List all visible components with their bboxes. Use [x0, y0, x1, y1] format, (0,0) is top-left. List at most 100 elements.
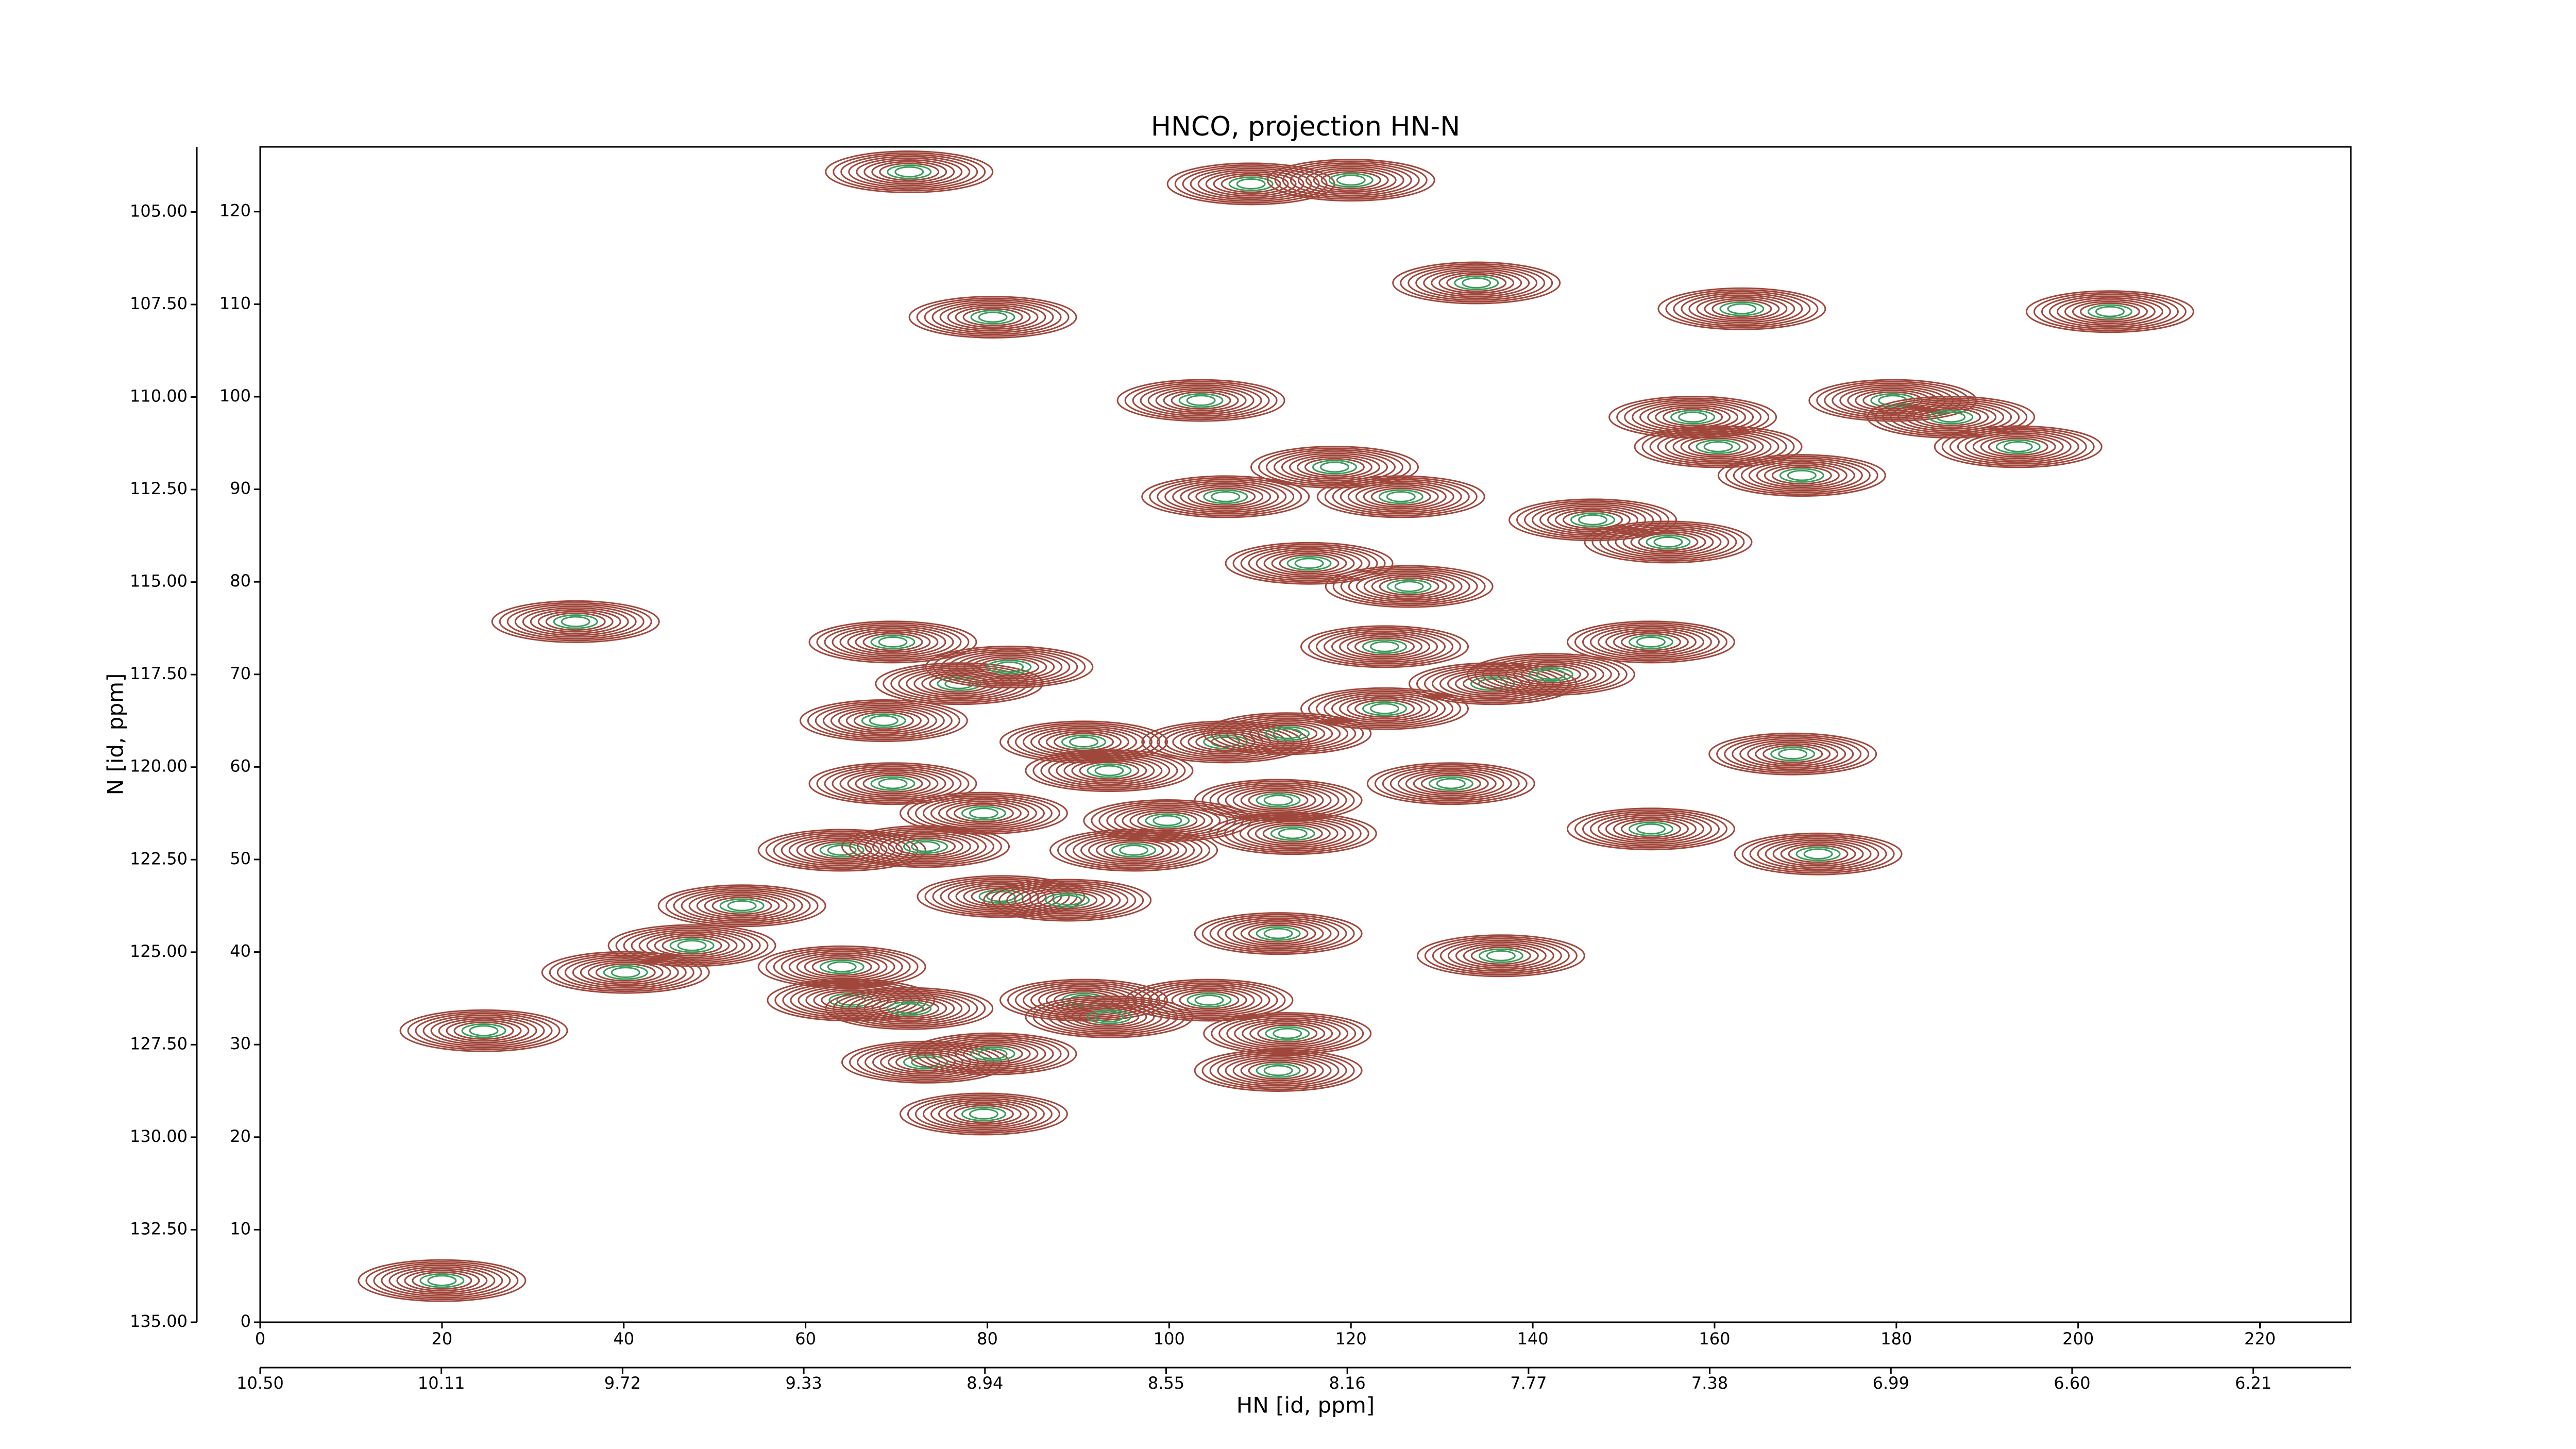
contour-ring	[1194, 1049, 1363, 1092]
contour-ring	[962, 308, 1023, 327]
x2-tick-label: 6.21	[2235, 1373, 2272, 1393]
contour-ring	[1178, 393, 1224, 408]
contour-ring	[1788, 845, 1849, 863]
contour-ring	[1087, 1009, 1132, 1024]
contour-ring	[2087, 304, 2132, 319]
y-tick-label: 60	[230, 756, 251, 776]
contour-ring	[840, 154, 978, 190]
contour-ring	[499, 602, 652, 642]
contour-ring	[422, 1014, 545, 1047]
contour-ring	[1145, 813, 1190, 828]
contour-ring	[862, 774, 923, 793]
contour-ring	[1574, 622, 1727, 662]
contour-ring	[1688, 437, 1749, 456]
contour-ring	[514, 605, 637, 638]
x-tick-label: 100	[1154, 1329, 1185, 1349]
contour-ring	[2072, 300, 2148, 323]
contour-ring	[1584, 520, 1753, 564]
contour-ring	[1505, 662, 1597, 687]
contour-ring	[2079, 302, 2140, 321]
contour-ring	[1716, 734, 1870, 774]
contour-ring	[1905, 404, 1997, 430]
contour-ring	[1787, 469, 1817, 481]
contour-ring	[1316, 475, 1485, 518]
contour-ring	[1216, 814, 1369, 853]
contour-ring	[1030, 986, 1137, 1015]
contour-ring	[955, 306, 1031, 328]
x2-tick-label: 9.33	[785, 1373, 822, 1393]
contour-ring	[1605, 629, 1697, 655]
y2-tick-label: 112.50	[130, 479, 188, 498]
contour-ring	[1616, 397, 1770, 437]
contour-ring	[870, 776, 916, 791]
contour-ring	[781, 834, 903, 867]
x-tick-label: 200	[2062, 1329, 2094, 1349]
y2-tick-label: 135.00	[130, 1311, 188, 1331]
plot-frame	[259, 146, 2352, 1323]
contour-ring	[545, 612, 606, 631]
contour-ring	[1432, 938, 1570, 974]
contour-ring	[895, 837, 956, 856]
y2-tick-label: 107.50	[130, 294, 188, 313]
contour-ring	[587, 961, 664, 984]
y-tick-label: 40	[230, 941, 251, 961]
contour-ring	[446, 1020, 522, 1042]
contour-ring	[1436, 778, 1466, 789]
contour-ring	[1972, 434, 2064, 460]
contour-ring	[553, 614, 598, 629]
contour-ring	[1988, 437, 2048, 456]
contour-ring	[855, 772, 931, 795]
contour-ring	[1331, 632, 1438, 661]
contour-ring	[969, 1108, 998, 1120]
contour-ring	[930, 1099, 1037, 1128]
contour-ring	[1672, 434, 1764, 460]
contour-ring	[914, 795, 1053, 831]
contour-ring	[412, 1271, 472, 1290]
contour-ring	[1536, 668, 1566, 680]
contour-ring	[1205, 171, 1297, 197]
contour-ring	[1634, 425, 1803, 468]
contour-ring	[1304, 458, 1365, 477]
contour-ring	[1486, 950, 1516, 962]
contour-ring	[365, 1261, 519, 1301]
contour-ring	[1048, 754, 1171, 787]
contour-ring	[1232, 921, 1324, 947]
x-axis-label: HN [id, ppm]	[1236, 1393, 1375, 1418]
contour-ring	[1392, 261, 1561, 305]
contour-ring	[1489, 658, 1612, 691]
contour-ring	[1025, 749, 1194, 793]
contour-ring	[1470, 947, 1531, 965]
contour-ring	[922, 1098, 1045, 1131]
contour-ring	[1231, 817, 1354, 850]
contour-ring	[1739, 739, 1846, 769]
contour-ring	[931, 301, 1054, 333]
contour-ring	[537, 611, 614, 633]
contour-ring	[1273, 728, 1302, 739]
x2-tick-label: 6.99	[1873, 1373, 1909, 1393]
contour-ring	[1765, 839, 1872, 869]
contour-ring	[872, 832, 979, 861]
contour-ring	[1665, 289, 1819, 329]
contour-ring	[1048, 1000, 1171, 1033]
contour-ring	[427, 1275, 457, 1287]
contour-ring	[549, 952, 702, 992]
contour-ring	[1964, 432, 2072, 461]
contour-ring	[827, 961, 857, 973]
contour-ring	[1262, 824, 1323, 843]
contour-ring	[1256, 549, 1363, 578]
contour-ring	[1386, 579, 1432, 594]
contour-ring	[1194, 995, 1224, 1006]
contour-ring	[1324, 477, 1478, 517]
contour-ring	[938, 1101, 1029, 1127]
contour-ring	[1346, 698, 1422, 720]
contour-ring	[2025, 290, 2194, 333]
contour-ring	[880, 834, 972, 860]
contour-ring	[1319, 461, 1349, 473]
contour-ring	[1088, 837, 1180, 863]
x2-tick-label: 10.50	[236, 1373, 284, 1393]
contour-ring	[1719, 301, 1765, 316]
contour-ring	[1208, 812, 1377, 855]
contour-ring	[908, 1032, 1077, 1075]
contour-ring	[1431, 270, 1522, 296]
contour-ring	[833, 152, 986, 192]
